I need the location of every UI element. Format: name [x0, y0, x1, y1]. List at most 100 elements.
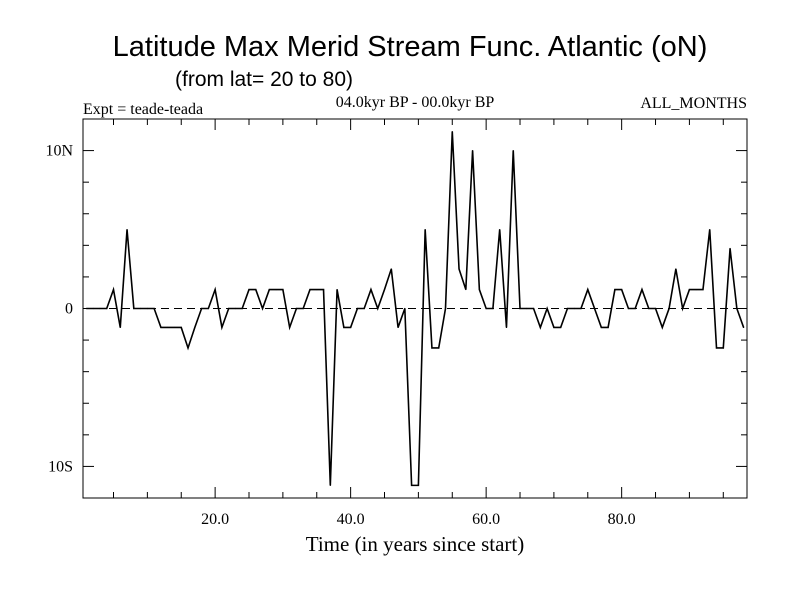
chart-subtitle: (from lat= 20 to 80): [175, 68, 353, 91]
data-point: [695, 288, 697, 291]
y-tick-label: 10N: [45, 143, 73, 160]
data-point: [343, 326, 345, 329]
data-point: [621, 288, 623, 291]
data-point: [627, 307, 630, 310]
data-point-layer: [85, 131, 745, 486]
data-point: [587, 288, 589, 291]
data-point: [207, 307, 209, 310]
data-point: [126, 228, 128, 231]
data-point: [275, 288, 277, 291]
data-point: [505, 326, 508, 329]
x-tick-label: 80.0: [608, 511, 636, 528]
data-point: [512, 149, 514, 152]
data-point: [648, 307, 650, 310]
data-point: [377, 307, 379, 310]
data-point: [532, 307, 535, 310]
data-point: [668, 307, 670, 310]
data-point: [194, 326, 196, 329]
chart-title: Latitude Max Merid Stream Func. Atlantic…: [113, 31, 708, 63]
data-point: [255, 288, 257, 291]
data-point: [139, 307, 142, 310]
data-point: [316, 288, 318, 291]
data-point: [248, 288, 250, 291]
data-point: [519, 307, 521, 310]
data-point: [397, 326, 399, 329]
y-tick-label: 10S: [48, 458, 73, 475]
data-point: [241, 307, 243, 310]
data-point: [180, 326, 182, 329]
data-point: [200, 307, 203, 310]
data-point: [160, 326, 162, 329]
tick-layer: [83, 118, 747, 499]
data-point: [356, 307, 359, 310]
x-tick-label: 20.0: [201, 511, 229, 528]
data-point: [424, 228, 426, 231]
data-point: [268, 288, 270, 291]
data-point: [146, 307, 148, 310]
data-point: [411, 484, 413, 486]
x-tick-label: 60.0: [472, 511, 500, 528]
data-point: [560, 326, 562, 329]
data-point: [478, 288, 480, 291]
data-point: [675, 268, 677, 270]
data-point: [715, 347, 718, 349]
data-point: [458, 268, 460, 270]
data-point: [417, 484, 419, 486]
data-point: [682, 307, 684, 310]
data-point: [736, 307, 738, 310]
data-point: [92, 307, 94, 310]
x-tick-label: 40.0: [337, 511, 365, 528]
data-point: [471, 149, 474, 152]
data-point: [641, 288, 643, 291]
data-point: [431, 347, 433, 349]
data-point: [444, 307, 447, 310]
data-point: [465, 288, 467, 291]
data-point: [383, 288, 386, 291]
data-point: [702, 288, 704, 291]
series-line: [86, 131, 745, 487]
data-point: [634, 307, 636, 310]
data-point: [404, 307, 406, 310]
data-point: [289, 326, 291, 329]
data-point: [722, 347, 724, 349]
data-point: [709, 228, 711, 231]
data-point: [282, 288, 284, 291]
data-point: [580, 307, 582, 310]
data-point: [390, 268, 392, 270]
data-point: [553, 326, 555, 329]
data-point: [85, 307, 87, 310]
data-point: [295, 307, 298, 310]
experiment-label: Expt = teade-teada: [83, 101, 203, 118]
time-range-label: 04.0kyr BP - 00.0kyr BP: [336, 94, 495, 111]
data-point: [438, 347, 440, 349]
data-point: [492, 307, 494, 310]
data-point: [350, 326, 352, 329]
data-point: [228, 307, 230, 310]
x-axis-label: Time (in years since start): [306, 532, 525, 556]
data-point: [106, 307, 108, 310]
data-point: [539, 326, 541, 329]
data-point: [302, 307, 304, 310]
data-point: [187, 347, 189, 349]
data-point: [221, 326, 223, 329]
data-point: [573, 307, 575, 310]
data-point: [485, 307, 487, 310]
data-point: [261, 307, 264, 310]
data-point: [526, 307, 528, 310]
data-point: [309, 288, 311, 291]
y-tick-label: 0: [65, 301, 73, 318]
data-point: [329, 484, 331, 486]
data-point: [370, 288, 372, 291]
data-point: [451, 131, 453, 133]
data-point: [546, 307, 548, 310]
data-point: [234, 307, 237, 310]
data-point: [743, 326, 745, 329]
data-point: [153, 307, 155, 310]
data-point: [99, 307, 101, 310]
data-point: [214, 288, 216, 291]
data-point: [363, 307, 365, 310]
data-point: [173, 326, 176, 329]
data-point: [336, 288, 338, 291]
